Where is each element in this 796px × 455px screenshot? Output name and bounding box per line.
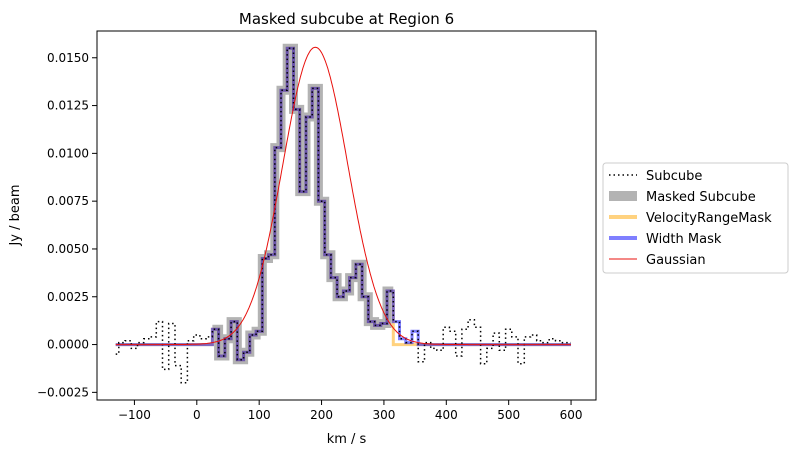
x-tick-label: 200 <box>310 408 333 422</box>
x-tick-label: −100 <box>118 408 151 422</box>
legend-item-width-mask: Width Mask <box>609 232 722 247</box>
legend-item-subcube: Subcube <box>609 169 702 184</box>
y-tick-label: 0.0025 <box>47 290 89 304</box>
x-tick-label: 600 <box>560 408 583 422</box>
legend-box <box>602 162 789 274</box>
legend-item-velocity-range-mask: VelocityRangeMask <box>609 211 772 226</box>
legend-label-velocity-range-mask: VelocityRangeMask <box>646 211 772 226</box>
series-subcube <box>115 47 571 384</box>
y-tick-label: 0.0125 <box>47 99 89 113</box>
legend: Subcube Masked Subcube VelocityRangeMask… <box>602 162 789 274</box>
legend-label-subcube: Subcube <box>646 169 702 184</box>
x-axis-label: km / s <box>327 432 367 447</box>
legend-label-masked-subcube: Masked Subcube <box>646 190 756 205</box>
plot-area <box>115 43 571 384</box>
legend-label-width-mask: Width Mask <box>646 232 722 247</box>
y-tick-label: 0.0075 <box>47 194 89 208</box>
series-velocity-range-mask <box>115 46 571 362</box>
x-tick-label: 400 <box>435 408 458 422</box>
y-tick-label: 0.0000 <box>47 338 89 352</box>
y-axis-label: Jy / beam <box>8 184 23 246</box>
x-tick-label: 300 <box>372 408 395 422</box>
y-tick-label: 0.0150 <box>47 51 89 65</box>
y-tick-label: 0.0050 <box>47 242 89 256</box>
series-width-mask <box>115 46 571 362</box>
legend-label-gaussian: Gaussian <box>646 253 706 268</box>
series-gaussian <box>115 46 571 346</box>
legend-item-masked-subcube: Masked Subcube <box>609 190 756 205</box>
x-tick-label: 500 <box>497 408 520 422</box>
y-axis: −0.0025 0.0000 0.0025 0.0050 0.0075 0.0100 0.0… <box>37 51 97 399</box>
x-tick-label: 100 <box>248 408 271 422</box>
y-tick-label: 0.0100 <box>47 146 89 160</box>
y-tick-label: −0.0025 <box>37 385 89 399</box>
legend-item-gaussian: Gaussian <box>609 253 706 268</box>
x-tick-label: 0 <box>193 408 201 422</box>
series-masked-subcube <box>212 43 394 365</box>
chart-title: Masked subcube at Region 6 <box>239 10 454 28</box>
x-axis: −100 0 100 200 300 400 500 600 <box>118 400 583 422</box>
plot-frame <box>96 30 597 401</box>
